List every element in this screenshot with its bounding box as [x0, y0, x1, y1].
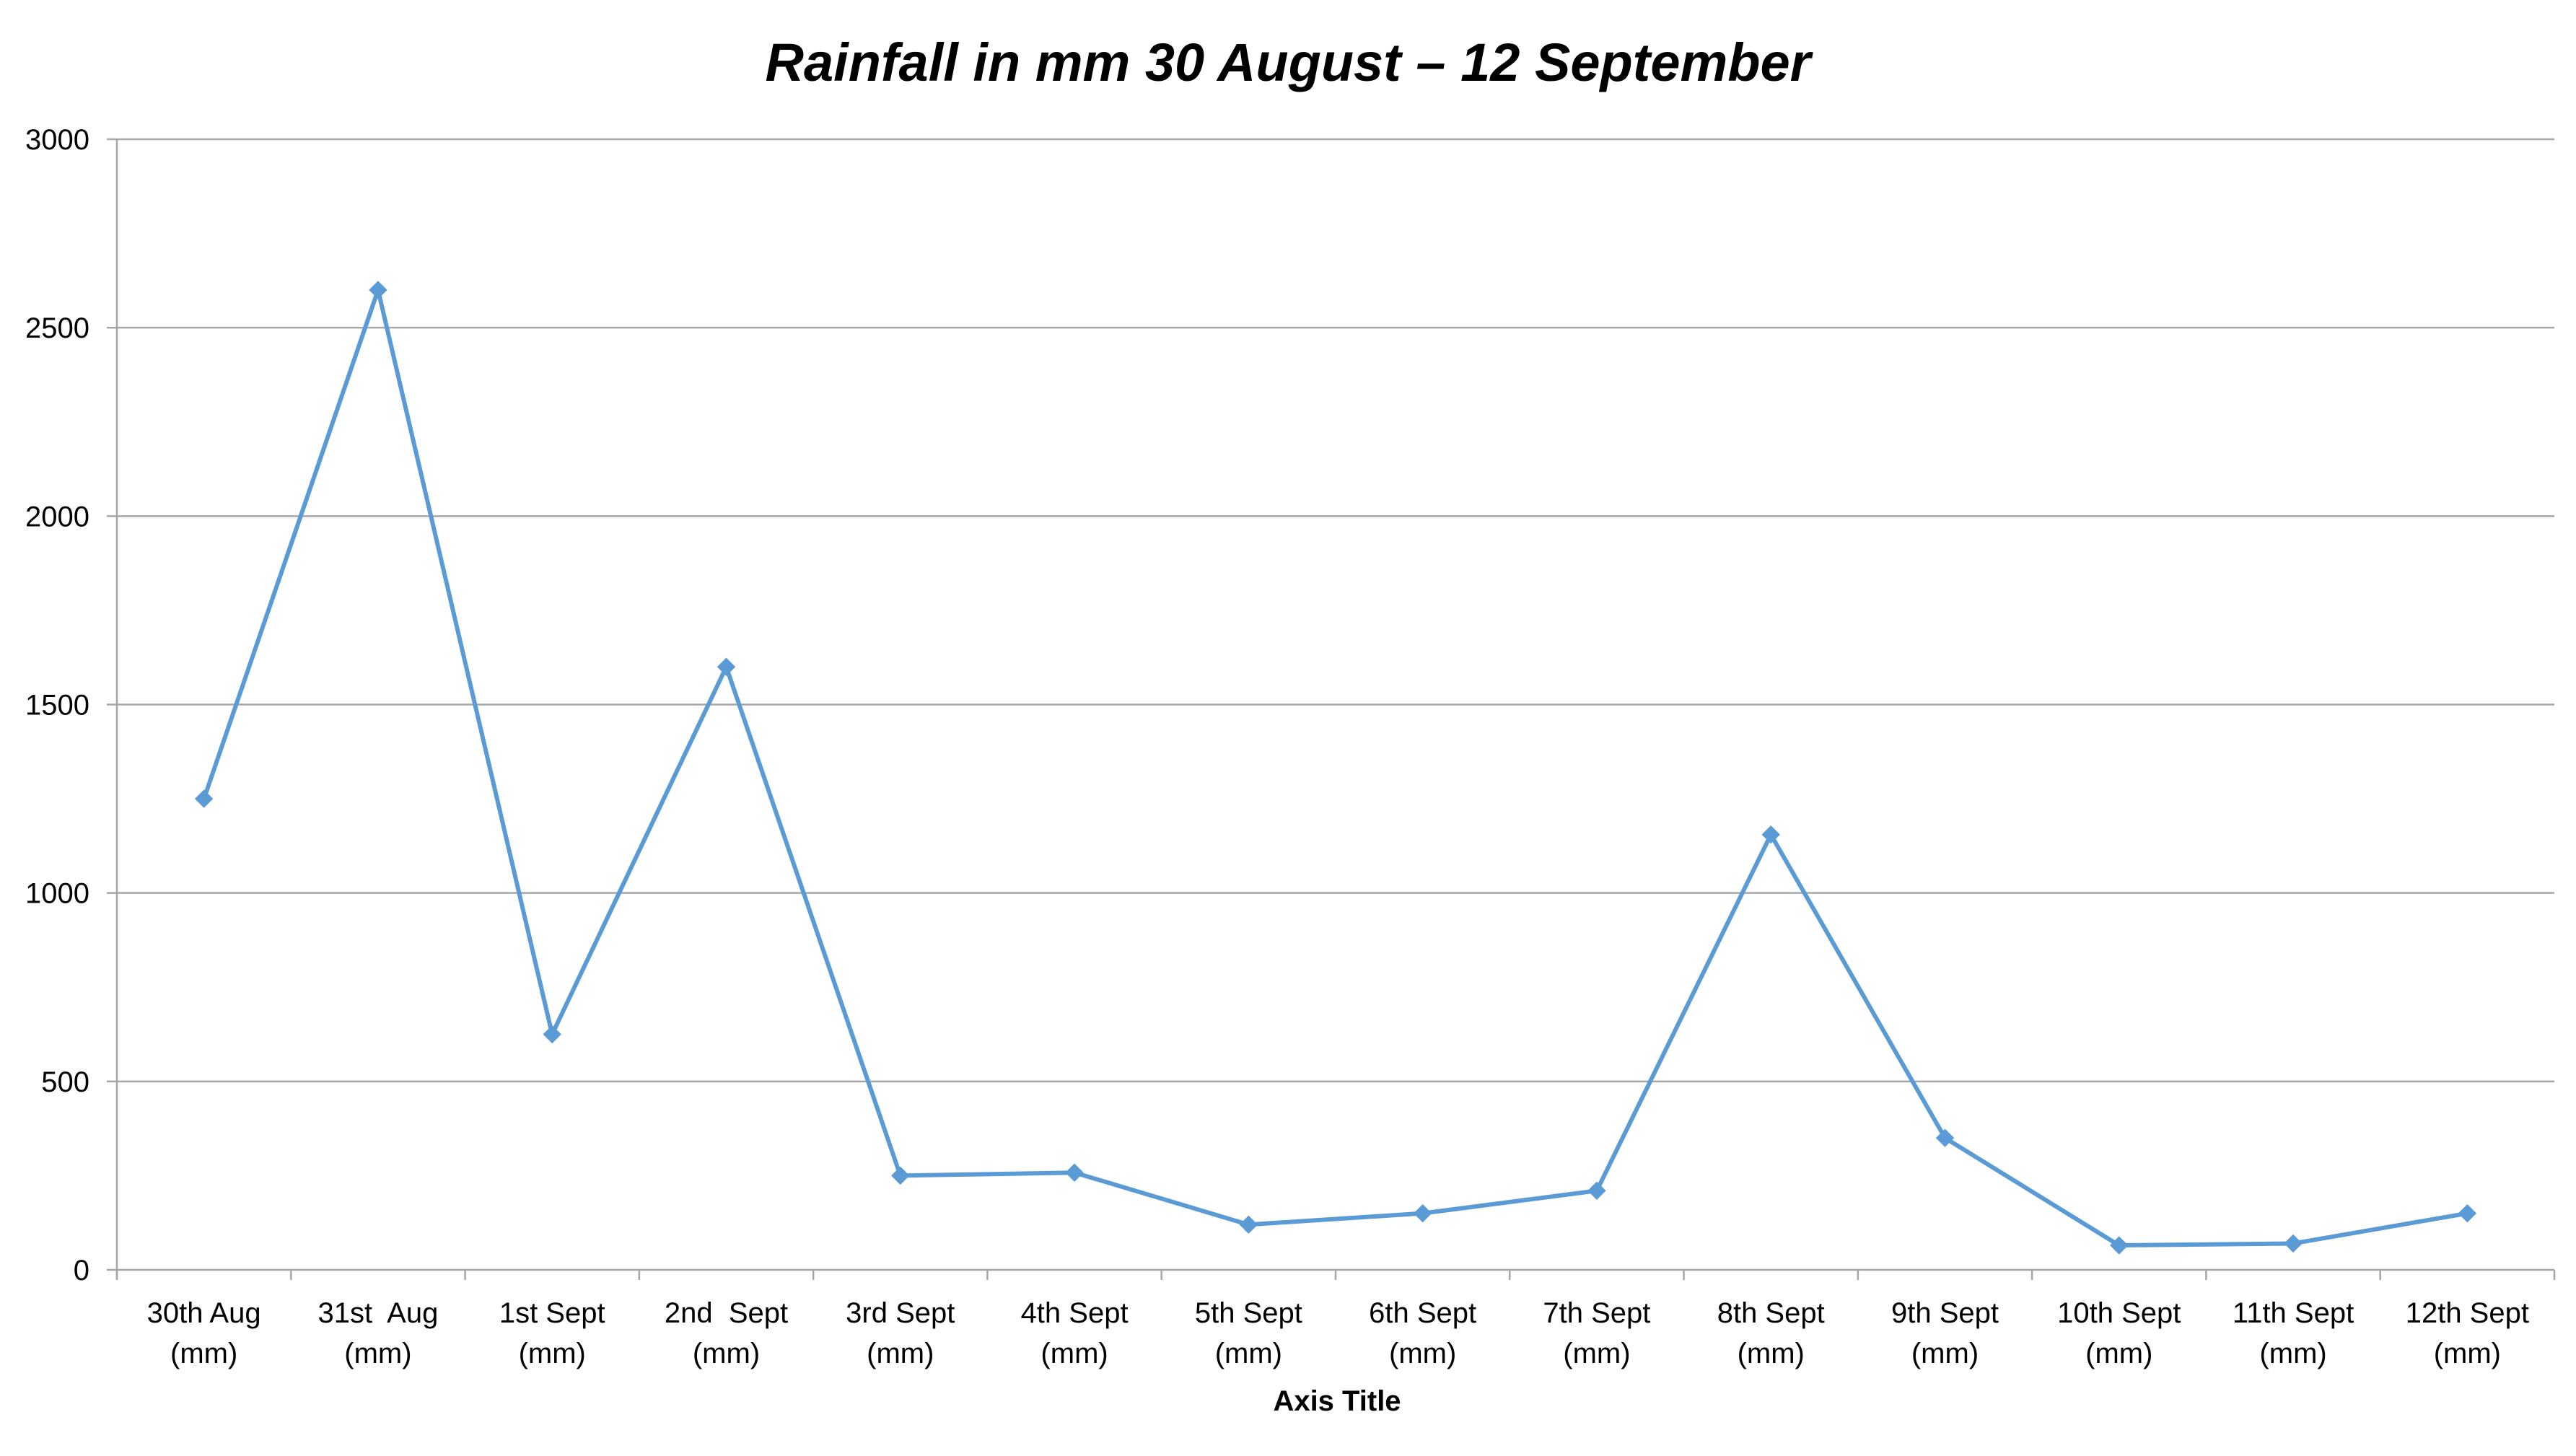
data-point-marker: [194, 789, 214, 808]
x-tick-label: 9th Sept: [1891, 1297, 1999, 1329]
data-point-marker: [2284, 1234, 2303, 1253]
data-series: [194, 281, 2477, 1255]
x-tick-label: 10th Sept: [2057, 1297, 2181, 1329]
x-tick-label: (mm): [1738, 1338, 1805, 1369]
x-tick-label: (mm): [344, 1338, 411, 1369]
x-tick-label: (mm): [2259, 1338, 2326, 1369]
y-tick-label: 1000: [25, 878, 89, 910]
data-point-marker: [543, 1025, 561, 1044]
data-point-marker: [1761, 825, 1780, 844]
x-tick-label: (mm): [519, 1338, 586, 1369]
x-tick-label: (mm): [1389, 1338, 1456, 1369]
data-point-marker: [2110, 1236, 2129, 1255]
data-point-marker: [2458, 1203, 2477, 1223]
x-tick-label: (mm): [2085, 1338, 2152, 1369]
data-point-marker: [1065, 1163, 1084, 1182]
x-tick-label: 5th Sept: [1195, 1297, 1302, 1329]
x-tick-label: 31st Aug: [318, 1297, 439, 1329]
y-tick-label: 3000: [25, 124, 89, 156]
x-tick-label: (mm): [2434, 1338, 2501, 1369]
x-tick-label: 7th Sept: [1543, 1297, 1650, 1329]
gridlines: [117, 138, 2554, 1083]
axes: [107, 138, 2556, 1280]
x-tick-labels: 30th Aug (mm) 31st Aug (mm) 1st Sept (mm) 2nd …: [147, 1297, 2529, 1369]
y-tick-label: 0: [74, 1255, 89, 1286]
x-tick-label: (mm): [1215, 1338, 1282, 1369]
x-tick-label: (mm): [867, 1338, 934, 1369]
x-tick-label: 3rd Sept: [846, 1297, 955, 1329]
y-tick-label: 500: [41, 1066, 89, 1098]
x-tick-label: (mm): [693, 1338, 760, 1369]
x-tick-label: 12th Sept: [2406, 1297, 2529, 1329]
series-line: [201, 287, 2468, 1248]
data-point-marker: [1587, 1181, 1606, 1201]
x-tick-label: 8th Sept: [1717, 1297, 1825, 1329]
y-tick-labels: 0 500 1000 1500 2000 2500 3000: [25, 124, 89, 1286]
x-tick-label: (mm): [1563, 1338, 1630, 1369]
x-tick-label: 6th Sept: [1369, 1297, 1476, 1329]
data-point-marker: [717, 657, 736, 676]
x-tick-label: (mm): [170, 1338, 237, 1369]
data-point-marker: [1239, 1215, 1258, 1234]
data-point-marker: [891, 1166, 910, 1185]
x-tick-label: (mm): [1911, 1338, 1979, 1369]
x-tick-label: 4th Sept: [1021, 1297, 1129, 1329]
x-tick-label: 1st Sept: [499, 1297, 605, 1329]
y-tick-label: 1500: [25, 690, 89, 722]
x-axis-title: Axis Title: [1273, 1385, 1401, 1417]
data-point-marker: [369, 281, 387, 299]
y-tick-label: 2500: [25, 312, 89, 344]
data-point-marker: [1935, 1128, 1955, 1147]
y-tick-label: 2000: [25, 501, 89, 532]
x-tick-label: 2nd Sept: [665, 1297, 788, 1329]
x-tick-label: 30th Aug: [147, 1297, 261, 1329]
x-tick-label: (mm): [1041, 1338, 1108, 1369]
x-tick-label: 11th Sept: [2233, 1297, 2354, 1329]
chart-title: Rainfall in mm 30 August – 12 September: [766, 32, 1814, 92]
data-point-marker: [1413, 1203, 1432, 1223]
